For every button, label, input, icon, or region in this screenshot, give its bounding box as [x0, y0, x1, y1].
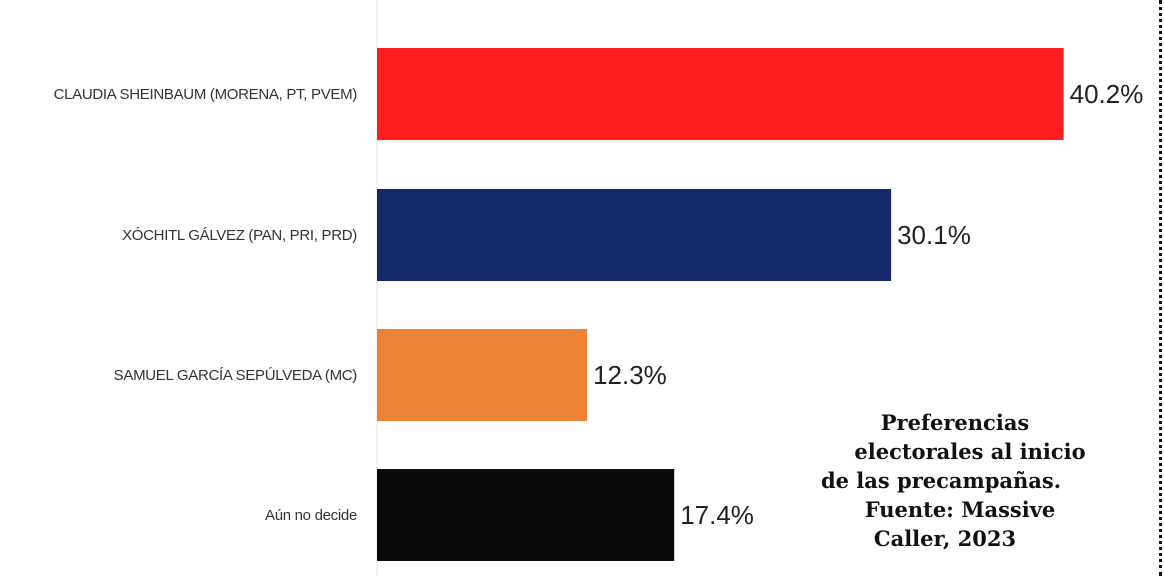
category-label-3: SAMUEL GARCÍA SEPÚLVEDA (MC) [114, 367, 358, 384]
caption-line-1: Preferencias [880, 410, 1030, 435]
bar-4 [377, 469, 675, 561]
bars-group: CLAUDIA SHEINBAUM (MORENA, PT, PVEM) 40.2… [54, 48, 1144, 561]
chart-caption: Preferencias electorales al inicio de la… [805, 408, 1105, 553]
caption-line-3: de las precampañas. [820, 468, 1062, 493]
value-label-3: 12.3% [593, 360, 667, 390]
value-label-1: 40.2% [1070, 79, 1144, 109]
bar-2 [377, 189, 892, 281]
dotted-border [1159, 0, 1162, 576]
category-label-2: XÓCHITL GÁLVEZ (PAN, PRI, PRD) [122, 227, 357, 244]
value-label-2: 30.1% [897, 220, 971, 250]
caption-line-5: Caller, 2023 [873, 526, 1017, 551]
value-label-4: 17.4% [680, 500, 754, 530]
bar-3 [377, 329, 588, 421]
caption-line-4: Fuente: Massive [864, 497, 1056, 522]
category-label-4: Aún no decide [265, 507, 357, 524]
category-label-1: CLAUDIA SHEINBAUM (MORENA, PT, PVEM) [54, 86, 358, 103]
bar-1 [377, 48, 1064, 140]
caption-line-2: electorales al inicio [854, 439, 1086, 464]
